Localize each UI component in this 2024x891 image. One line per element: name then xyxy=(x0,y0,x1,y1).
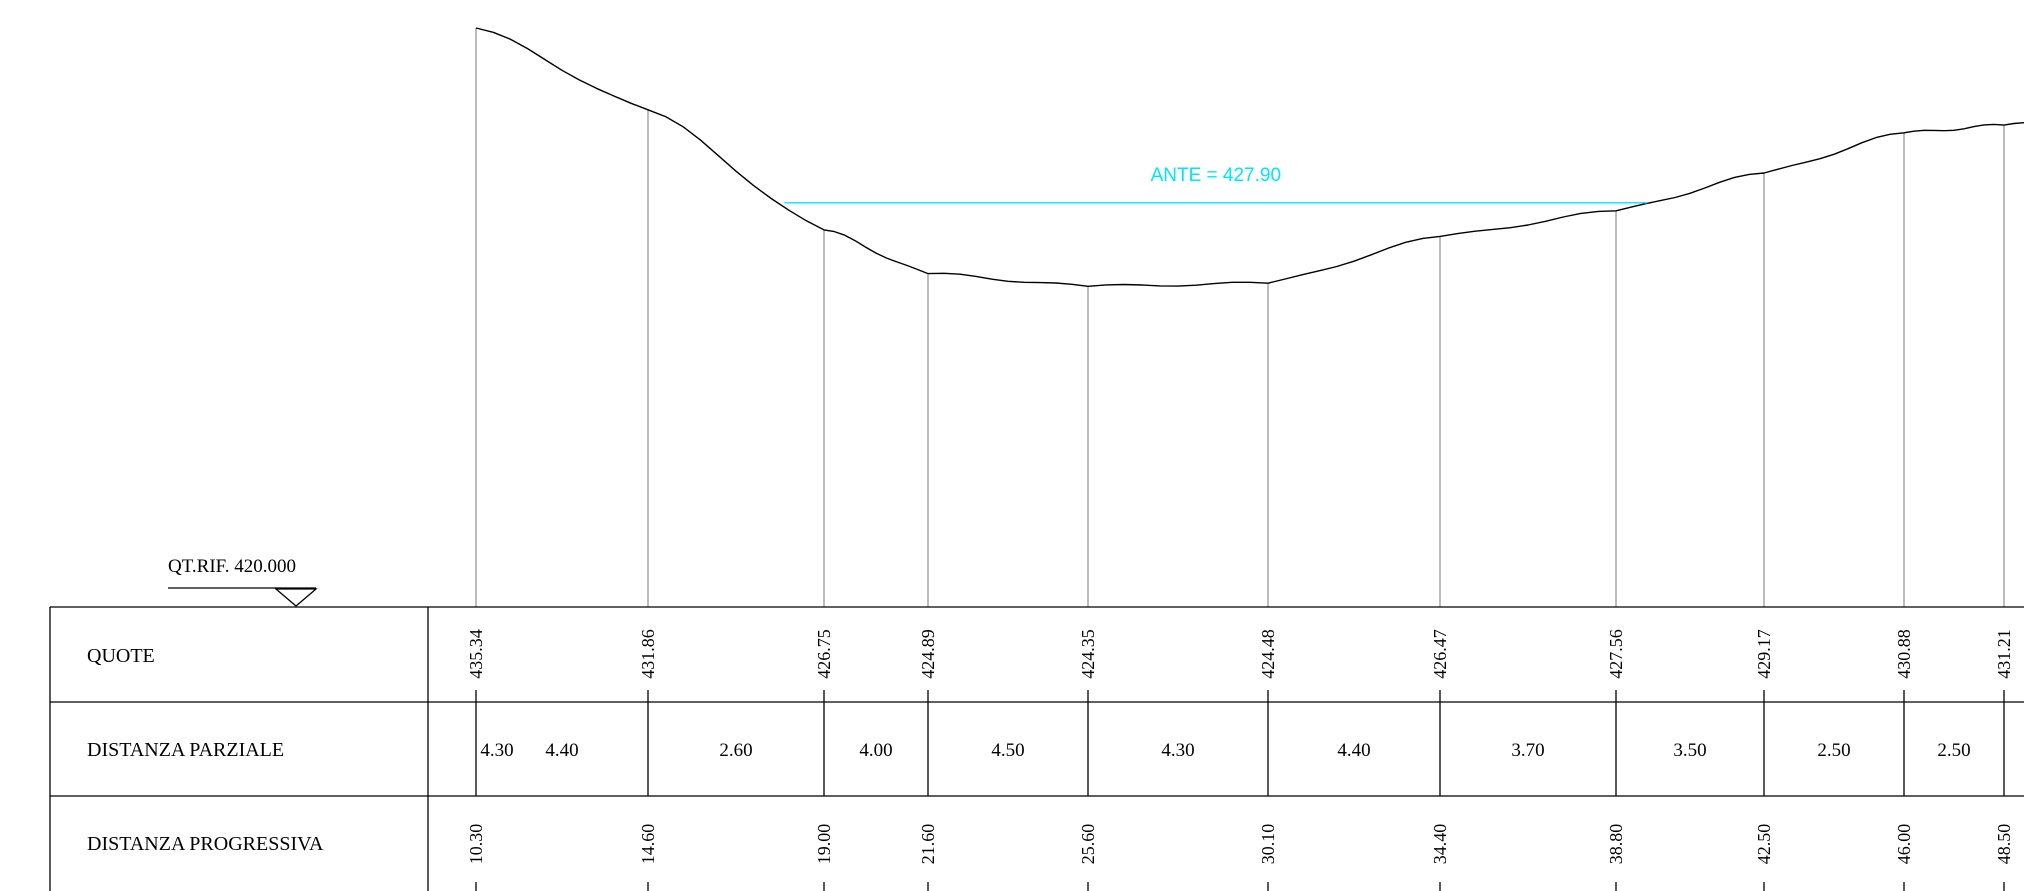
quota-value: 426.47 xyxy=(1430,629,1450,679)
partial-distance-value: 4.40 xyxy=(1337,740,1370,761)
table-values: 435.34 10.30 431.86 14.60 426.75 19.00 424.89 2… xyxy=(466,629,2014,891)
quota-value: 424.89 xyxy=(918,629,938,679)
progressiva-value: 21.60 xyxy=(918,824,938,865)
water-level-label: ANTE = 427.90 xyxy=(1151,165,1281,186)
quota-value: 431.86 xyxy=(638,629,658,679)
progressiva-value: 10.30 xyxy=(466,824,486,865)
partial-distance-value: 3.50 xyxy=(1673,740,1706,761)
progressiva-value: 14.60 xyxy=(638,824,658,865)
progressiva-value: 34.40 xyxy=(1430,824,1450,865)
row-label-distanza-progressiva: DISTANZA PROGRESSIVA xyxy=(87,833,324,855)
reference-triangle-icon xyxy=(274,588,318,607)
station-lines xyxy=(475,28,2005,607)
partial-distance-value: 2.60 xyxy=(719,740,752,761)
progressiva-value: 25.60 xyxy=(1078,824,1098,865)
partial-distance-value: 4.30 xyxy=(1161,740,1194,761)
data-table: QUOTE DISTANZA PARZIALE DISTANZA PROGRES… xyxy=(49,606,2024,891)
partial-distance-value: 2.50 xyxy=(1817,740,1850,761)
ground-profile-line xyxy=(475,27,2024,287)
progressiva-value: 19.00 xyxy=(814,824,834,865)
quota-value: 429.17 xyxy=(1754,629,1774,679)
partial-distance-value: 2.50 xyxy=(1937,740,1970,761)
partial-distance-value: 4.40 xyxy=(545,740,578,761)
progressiva-value: 30.10 xyxy=(1258,824,1278,865)
partial-distance-value: 4.50 xyxy=(991,740,1024,761)
quota-value: 431.21 xyxy=(1994,629,2014,679)
reference-marker: QT.RIF. 420.000 xyxy=(168,556,318,607)
progressiva-value: 42.50 xyxy=(1754,824,1774,865)
quota-value: 430.88 xyxy=(1894,629,1914,679)
row-label-quote: QUOTE xyxy=(87,645,155,667)
progressiva-value: 38.80 xyxy=(1606,824,1626,865)
partial-distance-value: 4.00 xyxy=(859,740,892,761)
quota-value: 426.75 xyxy=(814,629,834,679)
progressiva-value: 48.50 xyxy=(1994,824,2014,865)
progressiva-value: 46.00 xyxy=(1894,824,1914,865)
quota-value: 427.56 xyxy=(1606,629,1626,679)
quota-value: 424.48 xyxy=(1258,629,1278,679)
reference-label: QT.RIF. 420.000 xyxy=(168,556,296,577)
quota-value: 435.34 xyxy=(466,629,486,679)
partial-distance-value: 3.70 xyxy=(1511,740,1544,761)
partial-distance-value: 4.30 xyxy=(480,740,513,761)
row-label-distanza-parziale: DISTANZA PARZIALE xyxy=(87,739,284,761)
quota-value: 424.35 xyxy=(1078,629,1098,679)
